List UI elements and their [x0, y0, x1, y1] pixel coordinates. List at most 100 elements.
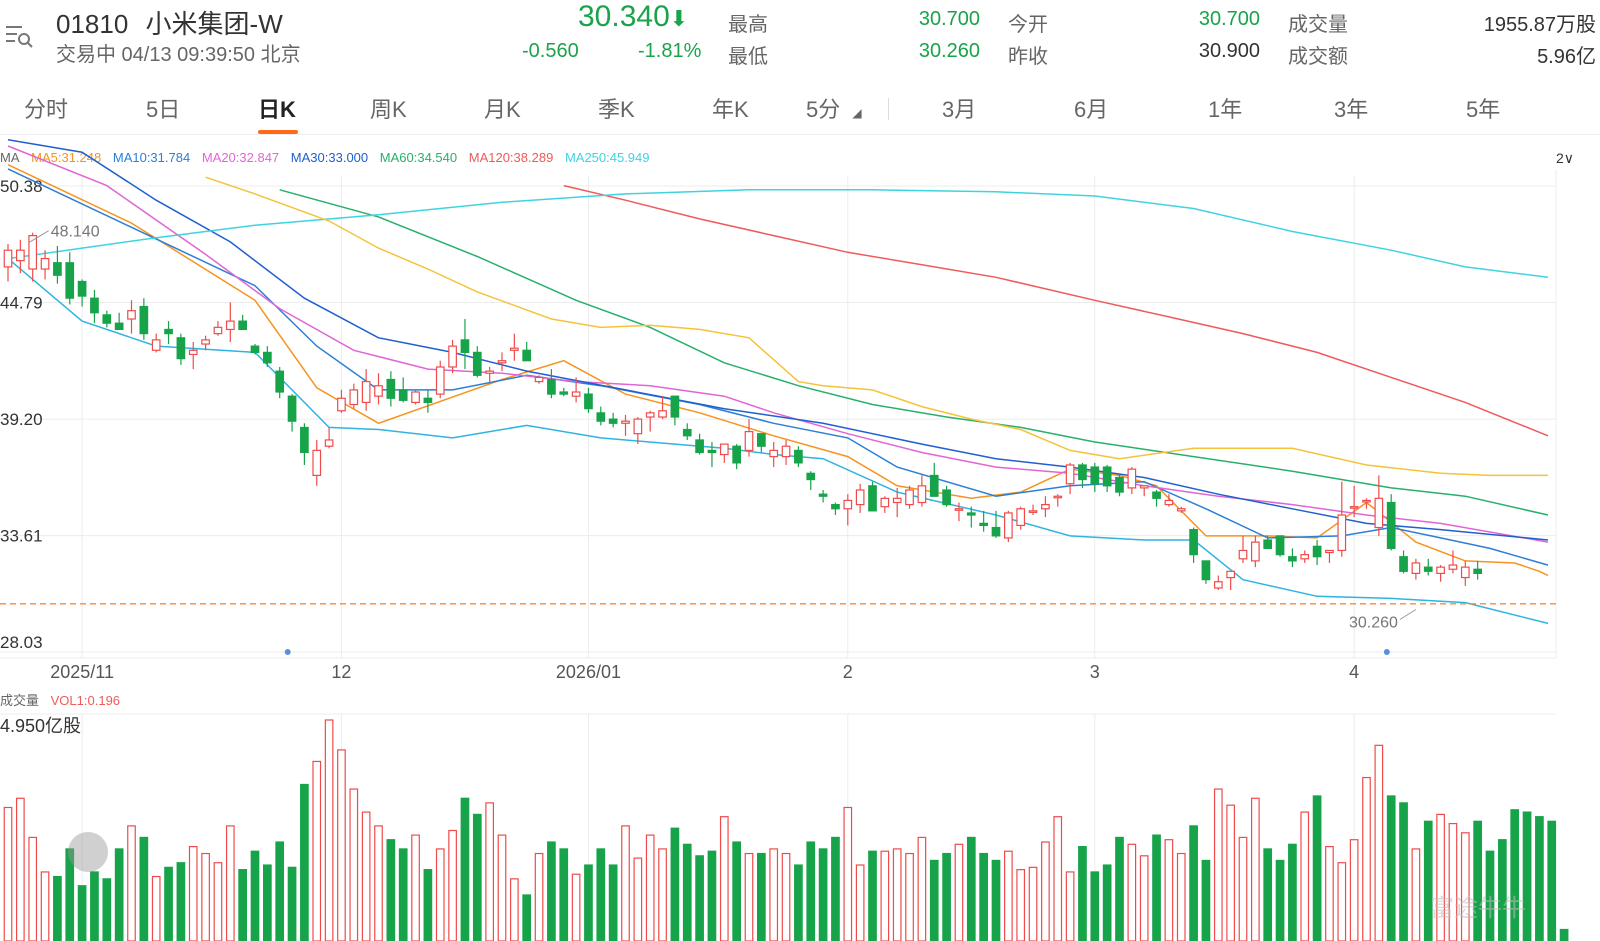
turnover-label: 成交额	[1288, 46, 1348, 68]
volume-bar	[448, 829, 457, 941]
tab-5day[interactable]: 5日	[146, 97, 181, 122]
tab-3month[interactable]: 3月	[942, 97, 977, 122]
x-tick-label: 12	[331, 662, 351, 682]
candle-body	[510, 347, 519, 351]
tab-5min-label: 5分	[806, 97, 841, 122]
tab-daily-k[interactable]: 日K	[258, 97, 296, 122]
candle-body	[1349, 506, 1359, 509]
active-tab-indicator	[258, 130, 298, 134]
volume-bar	[1559, 928, 1569, 941]
volume-bar	[510, 878, 519, 941]
volume-bar	[460, 797, 470, 941]
high-annotation: 48.140	[51, 224, 100, 241]
candle-body	[534, 376, 544, 383]
volume-legend[interactable]: 成交量 VOL1:0.196	[0, 690, 120, 709]
volume-bar	[90, 871, 99, 941]
volume-bar	[1300, 811, 1310, 941]
candle-body	[435, 366, 445, 395]
tab-quarterly-k[interactable]: 季K	[598, 97, 635, 122]
volume-bar	[188, 846, 198, 941]
tab-monthly-k[interactable]: 月K	[484, 97, 521, 122]
candle-body	[966, 512, 976, 516]
volume-bar	[584, 864, 593, 941]
volume-bar	[337, 749, 346, 941]
candle-body	[1263, 539, 1273, 549]
candle-body	[769, 449, 779, 458]
volume-bar	[1164, 839, 1174, 941]
candle-body	[1399, 556, 1408, 572]
candle-body	[917, 485, 927, 504]
menu-search-icon[interactable]	[4, 22, 34, 52]
candle-body	[361, 380, 371, 404]
candle-body	[164, 328, 173, 335]
volume-bar	[855, 864, 865, 941]
candle-body	[633, 418, 643, 435]
tab-intraday[interactable]: 分时	[24, 97, 69, 122]
x-tick-label: 2025/11	[50, 662, 114, 682]
volume-bar	[77, 885, 87, 941]
candle-body	[263, 351, 272, 364]
volume-bar	[250, 850, 260, 941]
indicator-period-button[interactable]: 2∨	[1556, 150, 1575, 166]
volume-bar	[1201, 859, 1211, 941]
volume-bar	[287, 866, 297, 941]
volume-bar	[596, 848, 606, 941]
candle-body	[337, 397, 346, 412]
tab-3year[interactable]: 3年	[1334, 97, 1369, 122]
tab-1year[interactable]: 1年	[1208, 97, 1243, 122]
volume-bar	[411, 834, 420, 941]
candle-body	[213, 326, 223, 335]
ma-line-ma20	[7, 145, 1549, 543]
volume-bar	[324, 719, 334, 941]
candle-body	[892, 497, 902, 504]
event-marker-dot	[284, 649, 291, 655]
volume-bar	[979, 852, 989, 941]
dropdown-corner-icon: ◢	[852, 106, 862, 120]
x-tick-label: 3	[1090, 662, 1100, 682]
volume-bar	[238, 869, 247, 941]
tab-6month[interactable]: 6月	[1074, 97, 1109, 122]
candle-body	[806, 472, 816, 481]
volume-bar	[300, 783, 309, 941]
volume-bar	[695, 855, 704, 941]
candle-body	[114, 322, 124, 331]
price-change: -0.560	[522, 40, 579, 62]
volume-bar	[312, 760, 322, 941]
event-marker-dot	[1383, 649, 1390, 655]
candle-body	[954, 508, 964, 511]
candle-body	[979, 522, 989, 527]
turnover-value: 5.96亿	[1537, 46, 1596, 68]
volume-bar	[225, 825, 235, 941]
volume-bar	[1003, 850, 1013, 941]
trading-status: 交易中 04/13 09:39:50 北京	[56, 44, 301, 66]
volume-bar	[806, 841, 816, 941]
candle-body	[1250, 541, 1260, 562]
tab-5year[interactable]: 5年	[1466, 97, 1501, 122]
candle-body	[929, 474, 939, 497]
down-arrow-icon: ⬇	[669, 6, 689, 31]
tab-yearly-k[interactable]: 年K	[712, 97, 749, 122]
candle-body	[621, 420, 630, 424]
candle-body	[942, 489, 951, 506]
volume-bar	[201, 852, 210, 941]
tab-divider	[888, 98, 889, 120]
volume-bar	[719, 816, 729, 941]
candle-body	[794, 449, 803, 464]
candle-body	[732, 445, 742, 464]
tab-5min[interactable]: 5分 ◢	[806, 92, 862, 124]
candle-body	[312, 449, 322, 476]
candle-body	[1152, 491, 1161, 499]
volume-bar	[1152, 834, 1161, 941]
tab-weekly-k[interactable]: 周K	[370, 97, 407, 122]
volume-bar	[263, 864, 272, 941]
candle-body	[300, 426, 309, 454]
candle-body	[349, 389, 359, 406]
candle-body	[1065, 464, 1075, 485]
x-tick-label: 2	[843, 662, 853, 682]
ma-legend[interactable]: MA MA5:31.248 MA10:31.784 MA20:32.847 MA…	[0, 150, 658, 168]
candle-body	[65, 262, 75, 299]
candle-body	[176, 337, 186, 360]
volume-bar	[633, 857, 643, 941]
volume-bar	[361, 811, 371, 941]
